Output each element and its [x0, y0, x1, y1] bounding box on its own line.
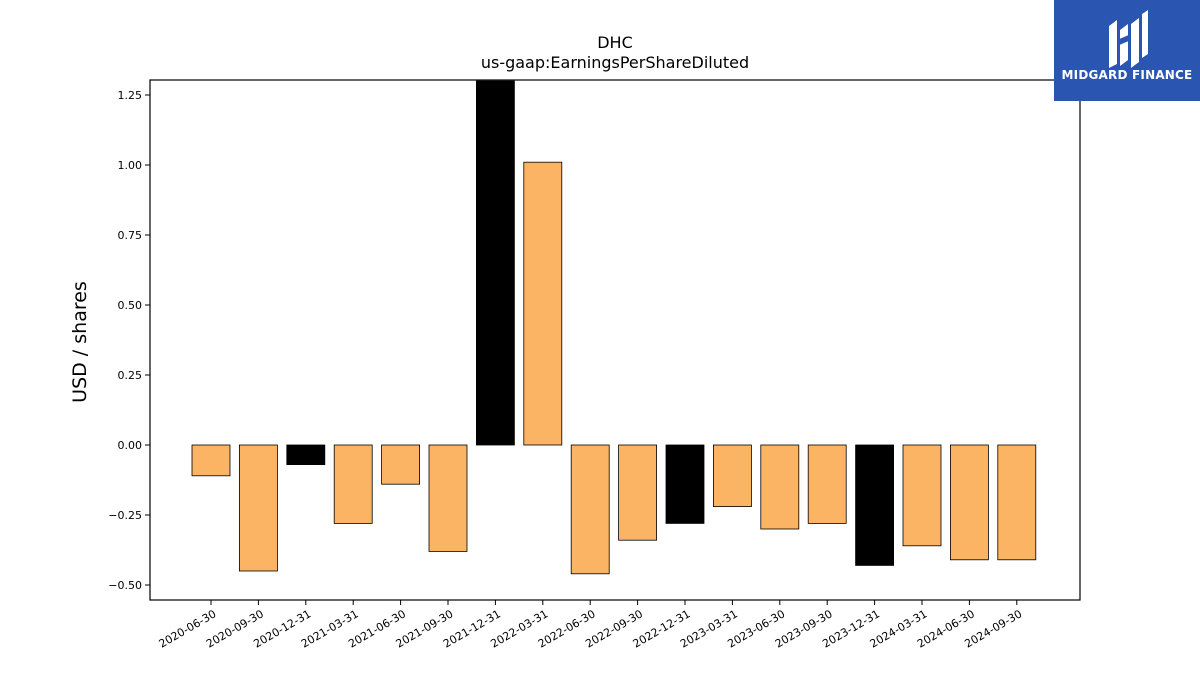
bar [997, 444, 1037, 561]
bar [902, 444, 942, 547]
midgard-finance-logo: MIDGARD FINANCE [1054, 0, 1200, 101]
bar [523, 161, 563, 446]
bar [713, 444, 752, 507]
bar [286, 444, 326, 466]
bar [807, 444, 847, 524]
bar [475, 80, 515, 446]
chart-title: DHC [597, 33, 633, 52]
bar [618, 444, 657, 541]
bar [238, 444, 278, 572]
y-tick-label: −0.50 [108, 579, 142, 592]
chart-subtitle: us-gaap:EarningsPerShareDiluted [480, 53, 750, 72]
bar [950, 444, 989, 561]
midgard-logo-icon [1109, 10, 1148, 68]
plot-frame [149, 79, 1081, 601]
bars [191, 80, 1037, 575]
bar [381, 444, 421, 485]
y-tick-label: 1.25 [118, 89, 143, 102]
bar [855, 444, 894, 566]
y-tick-label: 0.00 [118, 439, 143, 452]
y-tick-label: 0.25 [118, 369, 143, 382]
logo-text: MIDGARD FINANCE [1061, 68, 1193, 82]
y-tick-label: 1.00 [118, 159, 143, 172]
bar [191, 444, 231, 477]
bar [333, 444, 373, 524]
y-axis-label: USD / shares [69, 281, 91, 403]
y-tick-label: 0.50 [118, 299, 143, 312]
bar [428, 444, 468, 552]
bar [665, 444, 705, 524]
bar [570, 444, 610, 575]
y-tick-label: −0.25 [108, 509, 142, 522]
y-tick-label: 0.75 [118, 229, 143, 242]
bar [760, 444, 800, 530]
